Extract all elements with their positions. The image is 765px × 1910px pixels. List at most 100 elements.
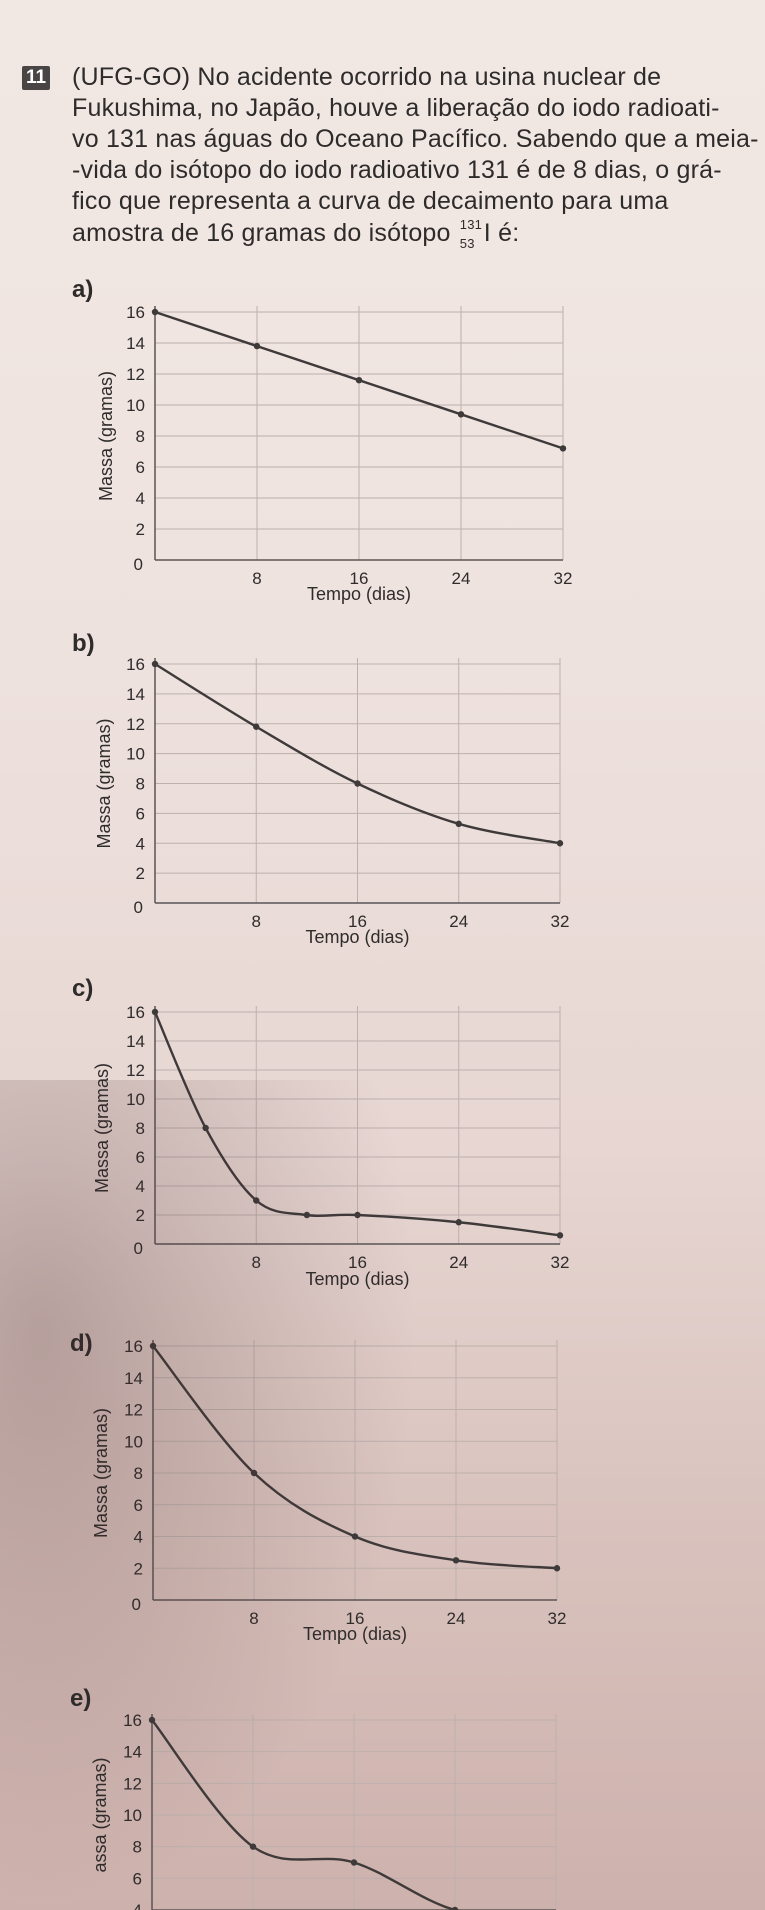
y-tick-label: 8 [136,1119,145,1138]
origin-label: 0 [134,898,143,917]
y-tick-label: 16 [126,1003,145,1022]
data-point [556,1232,564,1239]
y-tick-label: 4 [136,1177,145,1196]
x-tick-label: 24 [449,1253,468,1272]
y-tick-label: 2 [134,1559,143,1578]
y-tick-label: 16 [123,1711,142,1730]
y-tick-label: 14 [124,1369,143,1388]
x-tick-label: 24 [452,569,471,588]
x-tick-label: 8 [252,1253,261,1272]
x-tick-label: 32 [551,912,570,931]
x-tick-label: 8 [252,912,261,931]
y-tick-label: 4 [136,834,145,853]
x-tick-label: 8 [249,1609,258,1628]
y-tick-label: 6 [136,1148,145,1167]
data-point [249,1843,257,1850]
data-point [151,660,159,668]
data-point [202,1124,209,1132]
x-tick-label: 16 [348,912,367,931]
question-line: -vida do isótopo do iodo radioativo 131 … [72,156,722,184]
y-tick-label: 14 [123,1743,142,1762]
data-point [253,1197,260,1204]
y-tick-label: 6 [133,1869,142,1888]
y-tick-label: 6 [136,458,145,477]
option-label-a: a) [72,276,94,303]
data-point [455,820,462,828]
isotope-number: 53 [459,236,475,251]
x-tick-label: 16 [348,1253,367,1272]
y-tick-label: 6 [136,804,145,823]
y-tick-label: 4 [133,1901,142,1910]
x-tick-label: 32 [548,1609,567,1628]
y-tick-label: 8 [134,1464,143,1483]
data-point [149,1342,157,1350]
y-axis-title: Massa (gramas) [92,1063,112,1193]
option-label-e: e) [70,1685,92,1712]
y-axis-title: Massa (gramas) [96,371,116,501]
y-tick-label: 10 [126,745,145,764]
x-axis-title: Tempo (dias) [307,584,411,604]
y-tick-label: 14 [126,1032,145,1051]
x-axis-title: Tempo (dias) [303,1624,407,1644]
y-tick-label: 14 [126,685,145,704]
data-point [455,1219,462,1226]
data-point [354,1211,361,1219]
y-tick-label: 12 [126,715,145,734]
data-point [354,780,361,787]
question-text: (UFG-GO) No acidente ocorrido na usina n… [72,62,759,251]
question-line-after: é: [490,219,520,247]
option-label-b: b) [72,630,95,657]
y-tick-label: 12 [124,1401,143,1420]
data-point [451,1906,459,1910]
y-tick-label: 2 [136,864,145,883]
option-label-c: c) [72,975,94,1002]
x-tick-label: 24 [447,1609,466,1628]
x-axis-title: Tempo (dias) [305,1269,409,1289]
isotope-mass: 131 [459,217,483,232]
y-tick-label: 16 [124,1337,143,1356]
isotope-symbol: I [483,219,491,247]
y-axis-title: Massa (gramas) [91,1408,111,1538]
question-line: fico que representa a curva de decaiment… [72,187,669,215]
y-tick-label: 12 [123,1774,142,1793]
y-tick-label: 4 [134,1528,143,1547]
y-tick-label: 16 [126,655,145,674]
question-line: vo 131 nas águas do Oceano Pacífico. Sab… [72,125,759,153]
data-point [556,840,564,847]
x-tick-label: 24 [449,912,468,931]
data-point [303,1211,311,1219]
data-point [148,1716,156,1724]
data-point [253,723,260,730]
data-point [351,1533,359,1540]
data-point [559,445,567,452]
data-point [553,1565,561,1572]
y-tick-label: 10 [123,1806,142,1825]
x-tick-label: 32 [551,1253,570,1272]
y-tick-label: 12 [126,365,145,384]
question-line: (UFG-GO) No acidente ocorrido na usina n… [72,63,662,91]
option-label-d: d) [70,1330,93,1357]
x-tick-label: 32 [554,569,573,588]
data-point [350,1859,358,1866]
data-point [151,308,159,316]
origin-label: 0 [134,555,143,574]
y-tick-label: 8 [133,1838,142,1857]
x-tick-label: 16 [346,1609,365,1628]
x-axis-title: Tempo (dias) [305,927,409,947]
data-point [151,1008,159,1016]
y-tick-label: 10 [126,1090,145,1109]
isotope-notation: 131 53 [458,217,484,251]
y-tick-label: 8 [136,427,145,446]
data-point [250,1469,258,1477]
data-point [457,411,465,418]
y-tick-label: 10 [124,1432,143,1451]
data-point [355,377,363,384]
y-tick-label: 2 [136,1206,145,1225]
question-line: Fukushima, no Japão, houve a liberação d… [72,94,720,122]
y-tick-label: 12 [126,1061,145,1080]
